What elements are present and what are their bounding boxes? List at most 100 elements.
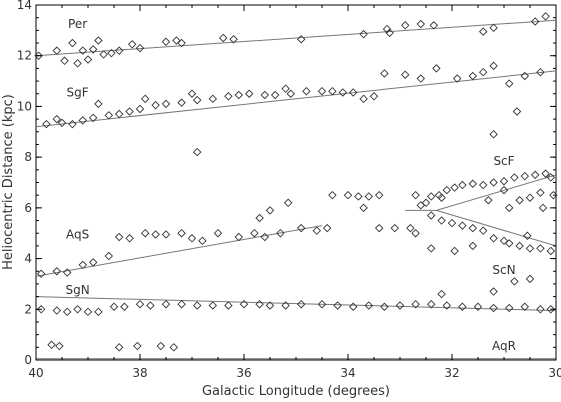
x-axis-label: Galactic Longitude (degrees) <box>202 384 390 399</box>
data-point <box>88 45 98 54</box>
data-point <box>484 196 493 205</box>
data-point <box>411 228 420 238</box>
data-point <box>523 231 532 240</box>
data-point <box>156 341 166 351</box>
y-axis-label: Heliocentric Distance (kpc) <box>1 94 16 270</box>
data-point <box>208 94 218 104</box>
data-point <box>489 178 498 187</box>
data-point <box>426 244 436 253</box>
data-point <box>312 226 322 235</box>
arm-label-aqs: AqS <box>66 227 89 241</box>
data-point <box>416 201 426 210</box>
data-point <box>36 269 46 279</box>
data-point <box>499 185 509 195</box>
data-point <box>380 69 389 78</box>
data-point <box>239 299 249 309</box>
y-tick-label: 8 <box>24 150 32 164</box>
data-point <box>317 299 327 309</box>
data-point <box>265 301 275 310</box>
data-point <box>161 230 171 239</box>
data-point <box>447 218 457 228</box>
data-point <box>374 190 384 200</box>
data-point <box>114 46 124 55</box>
data-point <box>255 213 264 223</box>
data-point <box>78 46 88 55</box>
data-point <box>382 24 392 34</box>
data-point <box>541 169 550 178</box>
data-point <box>489 303 498 313</box>
data-points <box>34 12 558 352</box>
data-point <box>348 302 358 311</box>
data-point <box>104 111 114 120</box>
data-point <box>229 34 238 44</box>
data-point <box>458 221 467 230</box>
data-point <box>510 173 519 182</box>
data-point <box>515 241 524 251</box>
data-point <box>208 301 218 310</box>
data-point <box>426 192 436 201</box>
data-point <box>104 251 114 261</box>
data-point <box>107 48 116 58</box>
y-tick-label: 4 <box>24 252 32 266</box>
data-point <box>94 99 103 109</box>
data-point <box>192 95 202 105</box>
data-point <box>42 119 51 129</box>
x-tick-label: 36 <box>236 366 251 380</box>
data-point <box>452 74 462 83</box>
data-point <box>52 267 62 276</box>
data-point <box>504 303 514 313</box>
data-point <box>499 176 509 186</box>
arm-line-sgn <box>35 296 557 312</box>
data-point <box>549 190 558 200</box>
data-point <box>260 90 270 100</box>
data-point <box>536 305 545 314</box>
data-point <box>426 299 436 309</box>
data-point <box>525 193 535 202</box>
data-point <box>364 192 374 201</box>
data-point <box>36 305 46 314</box>
data-point <box>546 246 556 256</box>
data-point <box>473 302 483 311</box>
y-axis: 0 2 4 6 8 10 12 14 <box>17 0 556 367</box>
data-point <box>83 55 93 64</box>
data-point <box>260 232 270 242</box>
data-point <box>538 203 548 213</box>
data-point <box>78 260 88 270</box>
data-point <box>60 56 69 66</box>
data-point <box>400 21 410 30</box>
data-point <box>151 100 160 110</box>
data-point <box>83 307 93 317</box>
data-point <box>265 206 275 215</box>
data-point <box>283 198 293 208</box>
data-point <box>224 92 233 101</box>
data-point <box>224 301 233 310</box>
data-point <box>489 234 498 243</box>
y-tick-label: 10 <box>17 99 32 113</box>
data-point <box>135 299 145 309</box>
data-point <box>468 179 478 189</box>
data-point <box>133 341 142 351</box>
data-point <box>52 46 62 55</box>
data-point <box>161 37 171 47</box>
data-point <box>114 343 124 352</box>
data-point <box>276 228 285 238</box>
data-point <box>400 70 410 79</box>
data-point <box>161 299 171 309</box>
data-point <box>489 61 498 71</box>
data-point <box>504 203 514 213</box>
data-point <box>328 190 337 200</box>
data-point <box>169 343 179 352</box>
data-point <box>296 223 306 233</box>
data-point <box>458 302 467 311</box>
y-tick-label: 0 <box>24 353 32 367</box>
x-axis: 40 38 36 34 32 30 <box>28 5 561 380</box>
data-point <box>52 114 62 124</box>
data-point <box>296 299 306 309</box>
arm-label-sgf: SgF <box>67 85 89 99</box>
data-point <box>57 118 67 128</box>
data-point <box>450 246 459 256</box>
data-point <box>512 107 522 116</box>
data-point <box>151 230 160 239</box>
data-point <box>536 244 545 253</box>
data-point <box>343 190 353 200</box>
